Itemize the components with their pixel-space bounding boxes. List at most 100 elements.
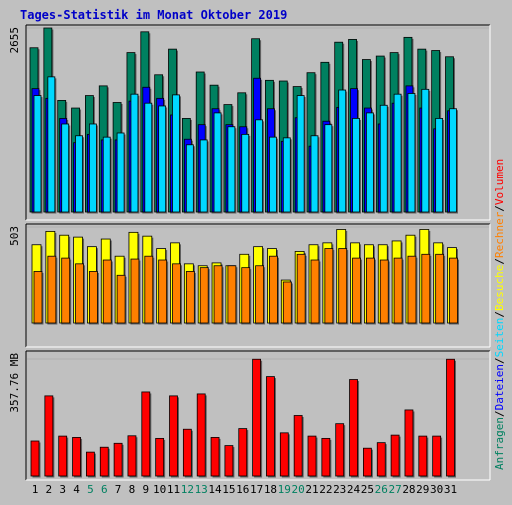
pages-bar-27: [393, 93, 402, 213]
pages-bar-1: [33, 95, 42, 213]
sites-bar-5: [89, 271, 98, 324]
legend-text: Anfragen/Dateien/Seiten/Besuche/Rechner/…: [493, 159, 506, 470]
pages-bar-26: [379, 104, 388, 213]
sites-bar-12: [185, 271, 195, 324]
pages-bar-10: [158, 105, 167, 213]
day-label-20: 20: [292, 483, 305, 496]
volume-bar-2: [44, 395, 54, 477]
volume-bar-17: [252, 358, 262, 477]
day-label-4: 4: [73, 483, 80, 496]
pages-bar-14: [213, 112, 222, 213]
pages-bar-23: [338, 89, 347, 213]
x-axis-labels: 1 2 3 4 5 6 7 8 9 10 11 12 13 14 15 16 17 18 19 20 21 22 23 24 2…: [32, 483, 457, 496]
sites-bar-4: [75, 263, 84, 324]
chart-panels: [25, 24, 491, 481]
volume-bar-9: [141, 391, 151, 477]
volume-bar-26: [376, 442, 386, 477]
sites-bar-15: [227, 265, 237, 324]
sites-bar-20: [296, 253, 306, 324]
sites-bar-9: [144, 255, 154, 324]
right-legend: Anfragen/Dateien/Seiten/Besuche/Rechner/…: [493, 159, 506, 470]
day-label-18: 18: [264, 483, 277, 496]
volume-bar-13: [196, 393, 206, 477]
legend-item-0: Anfragen: [493, 417, 506, 470]
volume-bar-31: [446, 358, 455, 477]
volume-bar-6: [99, 446, 109, 477]
day-label-5: 5: [87, 483, 94, 496]
pages-bar-11: [172, 94, 180, 213]
legend-item-9: /: [493, 205, 506, 212]
day-label-14: 14: [208, 483, 222, 496]
sites-bar-18: [269, 255, 278, 324]
pages-bar-6: [102, 136, 111, 213]
pages-bar-3: [61, 123, 70, 213]
pages-bar-31: [449, 108, 457, 213]
day-label-13: 13: [195, 483, 208, 496]
sites-bar-1: [33, 271, 43, 324]
volume-bar-15: [224, 445, 234, 477]
volume-bar-10: [155, 437, 165, 477]
pages-bar-21: [310, 135, 319, 213]
visits-panel-frame: [25, 223, 491, 348]
requests-panel-frame: [25, 24, 491, 221]
pages-bar-8: [130, 93, 139, 213]
sites-bar-30: [435, 253, 445, 324]
legend-item-8: Rechner: [493, 211, 506, 258]
volume-bar-21: [307, 435, 317, 477]
pages-bar-12: [185, 144, 194, 213]
legend-item-1: /: [493, 410, 506, 417]
volume-panel-frame: [25, 350, 491, 481]
pages-bar-5: [89, 123, 97, 213]
visits-max-label: 503: [8, 226, 21, 246]
sites-bar-11: [172, 263, 181, 324]
sites-bar-17: [255, 265, 265, 324]
sites-bar-21: [310, 259, 320, 324]
sites-bar-24: [352, 257, 361, 324]
volume-bar-22: [321, 437, 331, 477]
day-label-8: 8: [129, 483, 136, 496]
day-label-9: 9: [142, 483, 149, 496]
day-label-1: 1: [32, 483, 39, 496]
volume-bar-3: [58, 435, 68, 477]
sites-bar-19: [282, 281, 292, 324]
day-label-11: 11: [167, 483, 180, 496]
volume-bar-27: [390, 434, 400, 477]
sites-bar-13: [199, 267, 209, 324]
legend-item-6: Besuche: [493, 265, 506, 311]
day-label-31: 31: [444, 483, 457, 496]
sites-bar-27: [393, 257, 403, 324]
day-label-7: 7: [115, 483, 122, 496]
volume-max-label: 357.76 MB: [8, 353, 21, 413]
legend-item-7: /: [493, 258, 506, 265]
pages-bar-7: [116, 132, 125, 213]
volume-bar-12: [182, 428, 192, 477]
volume-bar-18: [266, 376, 275, 477]
legend-item-3: /: [493, 357, 506, 364]
volume-bar-16: [238, 428, 248, 477]
pages-bar-28: [407, 93, 416, 213]
day-label-23: 23: [333, 483, 346, 496]
sites-bar-25: [365, 257, 375, 324]
day-label-22: 22: [319, 483, 332, 496]
pages-bar-20: [296, 95, 305, 213]
sites-bar-14: [213, 265, 223, 324]
day-label-25: 25: [361, 483, 374, 496]
volume-bar-30: [432, 435, 442, 477]
day-label-6: 6: [101, 483, 108, 496]
sites-bar-3: [61, 257, 71, 324]
volume-bar-29: [418, 435, 428, 477]
sites-bar-2: [47, 255, 57, 324]
day-label-28: 28: [402, 483, 415, 496]
day-label-21: 21: [305, 483, 318, 496]
day-label-19: 19: [278, 483, 291, 496]
volume-bar-28: [404, 409, 414, 477]
volume-bar-24: [349, 379, 358, 477]
pages-bar-30: [435, 118, 444, 213]
pages-bar-18: [269, 136, 277, 213]
pages-bar-24: [352, 118, 360, 213]
day-label-10: 10: [153, 483, 166, 496]
volume-bar-14: [210, 437, 220, 477]
volume-bar-23: [335, 423, 345, 477]
sites-bar-8: [130, 258, 140, 324]
